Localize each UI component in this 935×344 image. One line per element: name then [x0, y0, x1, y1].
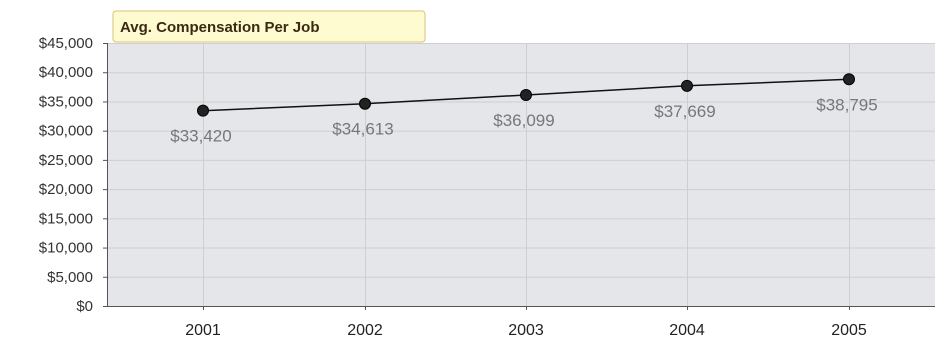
data-label: $36,099 [493, 111, 554, 130]
x-tick-label: 2001 [185, 322, 221, 339]
chart-title: Avg. Compensation Per Job [120, 19, 319, 36]
data-point [681, 79, 693, 92]
y-tick-label: $35,000 [39, 93, 93, 110]
y-tick-label: $40,000 [39, 64, 93, 81]
y-tick-label: $45,000 [39, 35, 93, 52]
y-tick-label: $25,000 [39, 152, 93, 169]
series [197, 73, 855, 117]
x-tick-label: 2005 [831, 322, 867, 339]
axes [107, 43, 935, 307]
data-point [520, 89, 532, 102]
data-label: $38,795 [816, 95, 877, 114]
y-tick-label: $0 [76, 298, 93, 315]
y-tick-label: $30,000 [39, 123, 93, 140]
data-label: $37,669 [654, 102, 715, 121]
x-axis-ticks: 2001 2002 2003 2004 2005 [185, 306, 867, 339]
x-tick-label: 2002 [347, 322, 383, 339]
data-point [843, 73, 855, 86]
x-tick-label: 2003 [508, 322, 544, 339]
y-tick-label: $20,000 [39, 181, 93, 198]
data-point [197, 104, 209, 117]
y-tick-label: $15,000 [39, 210, 93, 227]
data-point [359, 97, 371, 110]
x-tick-label: 2004 [669, 322, 705, 339]
y-axis-ticks: $0 $5,000 $10,000 $15,000 $20,000 $25,000 $30,… [39, 35, 107, 315]
plot-area [107, 43, 935, 306]
data-labels: $33,420 $34,613 $36,099 $37,669 $38,795 [170, 95, 877, 145]
data-label: $33,420 [170, 127, 231, 146]
data-label: $34,613 [332, 120, 393, 139]
chart-title-box: Avg. Compensation Per Job [112, 10, 426, 43]
y-tick-label: $10,000 [39, 240, 93, 257]
chart-title-background [112, 10, 426, 43]
y-tick-label: $5,000 [47, 269, 93, 286]
gridlines [107, 43, 935, 307]
